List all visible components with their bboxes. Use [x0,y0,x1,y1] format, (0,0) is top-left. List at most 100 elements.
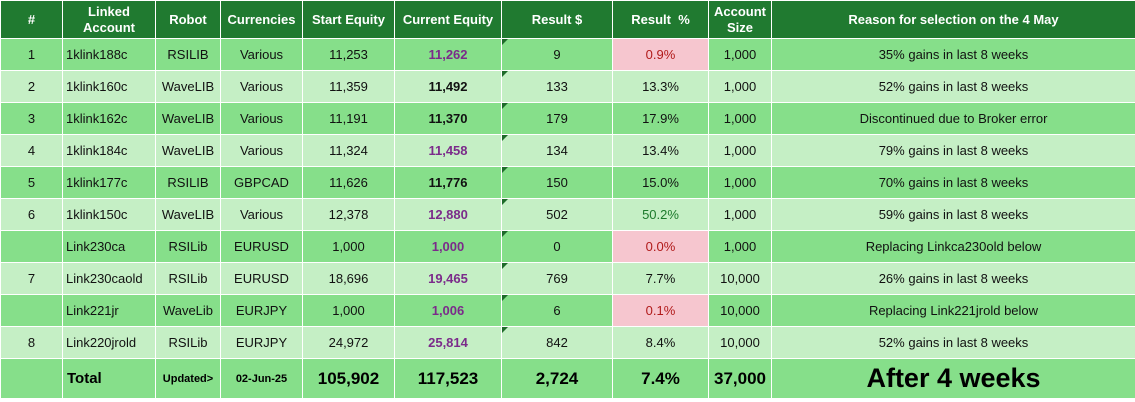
cell-result-usd[interactable]: 0 [501,230,613,263]
col-header-result-pct[interactable]: Result % [612,0,709,39]
cell-robot[interactable]: WaveLIB [155,198,221,231]
cell-result-usd[interactable]: 133 [501,70,613,103]
cell-num[interactable] [0,230,63,263]
cell-current-equity[interactable]: 11,458 [394,134,502,167]
cell-account[interactable]: 1klink177c [62,166,156,199]
cell-reason[interactable]: 79% gains in last 8 weeks [771,134,1135,167]
cell-result-usd[interactable]: 150 [501,166,613,199]
cell-robot[interactable]: WaveLib [155,294,221,327]
cell-current-equity[interactable]: 1,006 [394,294,502,327]
cell-reason[interactable]: 35% gains in last 8 weeks [771,38,1135,71]
cell-start-equity[interactable]: 18,696 [302,262,395,295]
cell-num[interactable]: 8 [0,326,63,359]
cell-account-size[interactable]: 1,000 [708,166,772,199]
cell-start-equity[interactable]: 11,359 [302,70,395,103]
cell-currencies[interactable]: Various [220,38,303,71]
cell-currencies[interactable]: Various [220,198,303,231]
totals-label[interactable]: Total [62,358,156,399]
cell-reason[interactable]: Replacing Link221jrold below [771,294,1135,327]
cell-current-equity[interactable]: 11,370 [394,102,502,135]
cell-account-size[interactable]: 1,000 [708,134,772,167]
cell-result-pct[interactable]: 15.0% [612,166,709,199]
col-header-robot[interactable]: Robot [155,0,221,39]
cell-num[interactable]: 6 [0,198,63,231]
col-header-linked-account[interactable]: Linked Account [62,0,156,39]
cell-num[interactable]: 7 [0,262,63,295]
cell-result-pct[interactable]: 8.4% [612,326,709,359]
cell-reason[interactable]: 52% gains in last 8 weeks [771,70,1135,103]
cell-account-size[interactable]: 1,000 [708,38,772,71]
cell-result-usd[interactable]: 6 [501,294,613,327]
cell-reason[interactable]: 59% gains in last 8 weeks [771,198,1135,231]
cell-reason[interactable]: Discontinued due to Broker error [771,102,1135,135]
cell-reason[interactable]: 26% gains in last 8 weeks [771,262,1135,295]
cell-result-pct[interactable]: 50.2% [612,198,709,231]
cell-num[interactable]: 4 [0,134,63,167]
col-header-currencies[interactable]: Currencies [220,0,303,39]
cell-robot[interactable]: WaveLIB [155,70,221,103]
cell-account[interactable]: Link230caold [62,262,156,295]
cell-robot[interactable]: WaveLIB [155,102,221,135]
cell-currencies[interactable]: EURUSD [220,262,303,295]
total-start-equity[interactable]: 105,902 [302,358,395,399]
cell-currencies[interactable]: Various [220,134,303,167]
cell-robot[interactable]: RSILib [155,262,221,295]
cell-result-usd[interactable]: 179 [501,102,613,135]
cell-start-equity[interactable]: 11,324 [302,134,395,167]
cell-num[interactable]: 5 [0,166,63,199]
cell-reason[interactable]: Replacing Linkca230old below [771,230,1135,263]
cell-robot[interactable]: RSILib [155,230,221,263]
cell-currencies[interactable]: EURJPY [220,326,303,359]
cell-account[interactable]: 1klink184c [62,134,156,167]
col-header-result-usd[interactable]: Result $ [501,0,613,39]
cell-account[interactable]: 1klink162c [62,102,156,135]
cell-robot[interactable]: WaveLIB [155,134,221,167]
cell-result-usd[interactable]: 134 [501,134,613,167]
cell-start-equity[interactable]: 24,972 [302,326,395,359]
cell-num[interactable] [0,294,63,327]
cell-account-size[interactable]: 1,000 [708,70,772,103]
cell-current-equity[interactable]: 11,776 [394,166,502,199]
cell-current-equity[interactable]: 12,880 [394,198,502,231]
cell-account-size[interactable]: 1,000 [708,198,772,231]
total-current-equity[interactable]: 117,523 [394,358,502,399]
cell-result-usd[interactable]: 842 [501,326,613,359]
cell-current-equity[interactable]: 25,814 [394,326,502,359]
cell-result-usd[interactable]: 769 [501,262,613,295]
cell-result-usd[interactable]: 9 [501,38,613,71]
cell-reason[interactable]: 70% gains in last 8 weeks [771,166,1135,199]
cell-robot[interactable]: RSILIB [155,38,221,71]
col-header-num[interactable]: # [0,0,63,39]
cell-start-equity[interactable]: 11,253 [302,38,395,71]
cell-current-equity[interactable]: 19,465 [394,262,502,295]
cell-robot[interactable]: RSILIB [155,166,221,199]
col-header-account-size[interactable]: Account Size [708,0,772,39]
cell-currencies[interactable]: EURUSD [220,230,303,263]
cell-current-equity[interactable]: 11,492 [394,70,502,103]
cell-currencies[interactable]: Various [220,102,303,135]
cell-account-size[interactable]: 1,000 [708,102,772,135]
cell-result-pct[interactable]: 0.0% [612,230,709,263]
updated-date[interactable]: 02-Jun-25 [220,358,303,399]
total-result-usd[interactable]: 2,724 [501,358,613,399]
cell-result-pct[interactable]: 13.4% [612,134,709,167]
cell-start-equity[interactable]: 11,626 [302,166,395,199]
cell-result-pct[interactable]: 0.1% [612,294,709,327]
cell-reason[interactable]: 52% gains in last 8 weeks [771,326,1135,359]
cell-current-equity[interactable]: 11,262 [394,38,502,71]
cell-account-size[interactable]: 10,000 [708,326,772,359]
total-account-size[interactable]: 37,000 [708,358,772,399]
cell-num[interactable]: 2 [0,70,63,103]
after-weeks-note[interactable]: After 4 weeks [771,358,1135,399]
cell-account-size[interactable]: 1,000 [708,230,772,263]
cell-result-usd[interactable]: 502 [501,198,613,231]
cell-start-equity[interactable]: 1,000 [302,294,395,327]
cell-num[interactable]: 3 [0,102,63,135]
col-header-current-equity[interactable]: Current Equity [394,0,502,39]
cell-start-equity[interactable]: 11,191 [302,102,395,135]
cell-account-size[interactable]: 10,000 [708,294,772,327]
cell-currencies[interactable]: Various [220,70,303,103]
cell-account[interactable]: Link220jrold [62,326,156,359]
updated-label[interactable]: Updated> [155,358,221,399]
cell-currencies[interactable]: GBPCAD [220,166,303,199]
